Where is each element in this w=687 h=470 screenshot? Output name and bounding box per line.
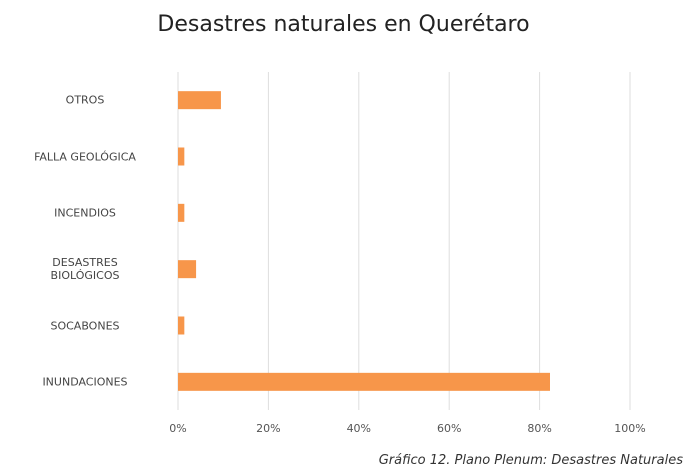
y-tick-label: DESASTRES BIOLÓGICOS xyxy=(50,256,120,283)
bar xyxy=(178,203,185,222)
x-tick-label: 40% xyxy=(347,422,371,435)
bar xyxy=(178,260,197,279)
bar xyxy=(178,147,185,166)
y-tick-label: INCENDIOS xyxy=(54,206,116,220)
x-tick-label: 20% xyxy=(256,422,280,435)
y-tick-label: OTROS xyxy=(65,93,105,107)
bar xyxy=(178,372,550,391)
y-tick-label: SOCABONES xyxy=(50,319,120,332)
y-tick-label: FALLA GEOLÓGICA xyxy=(34,150,136,163)
x-tick-label: 80% xyxy=(527,422,551,435)
x-tick-label: 0% xyxy=(169,422,186,435)
chart-title: Desastres naturales en Querétaro xyxy=(157,12,530,37)
caption: Gráfico 12. Plano Plenum: Desastres Natu… xyxy=(378,453,683,468)
x-tick-label: 60% xyxy=(437,422,461,435)
x-tick-label: 100% xyxy=(614,422,645,435)
bar xyxy=(178,316,185,335)
y-tick-label: INUNDACIONES xyxy=(42,375,128,389)
bar xyxy=(178,91,221,110)
